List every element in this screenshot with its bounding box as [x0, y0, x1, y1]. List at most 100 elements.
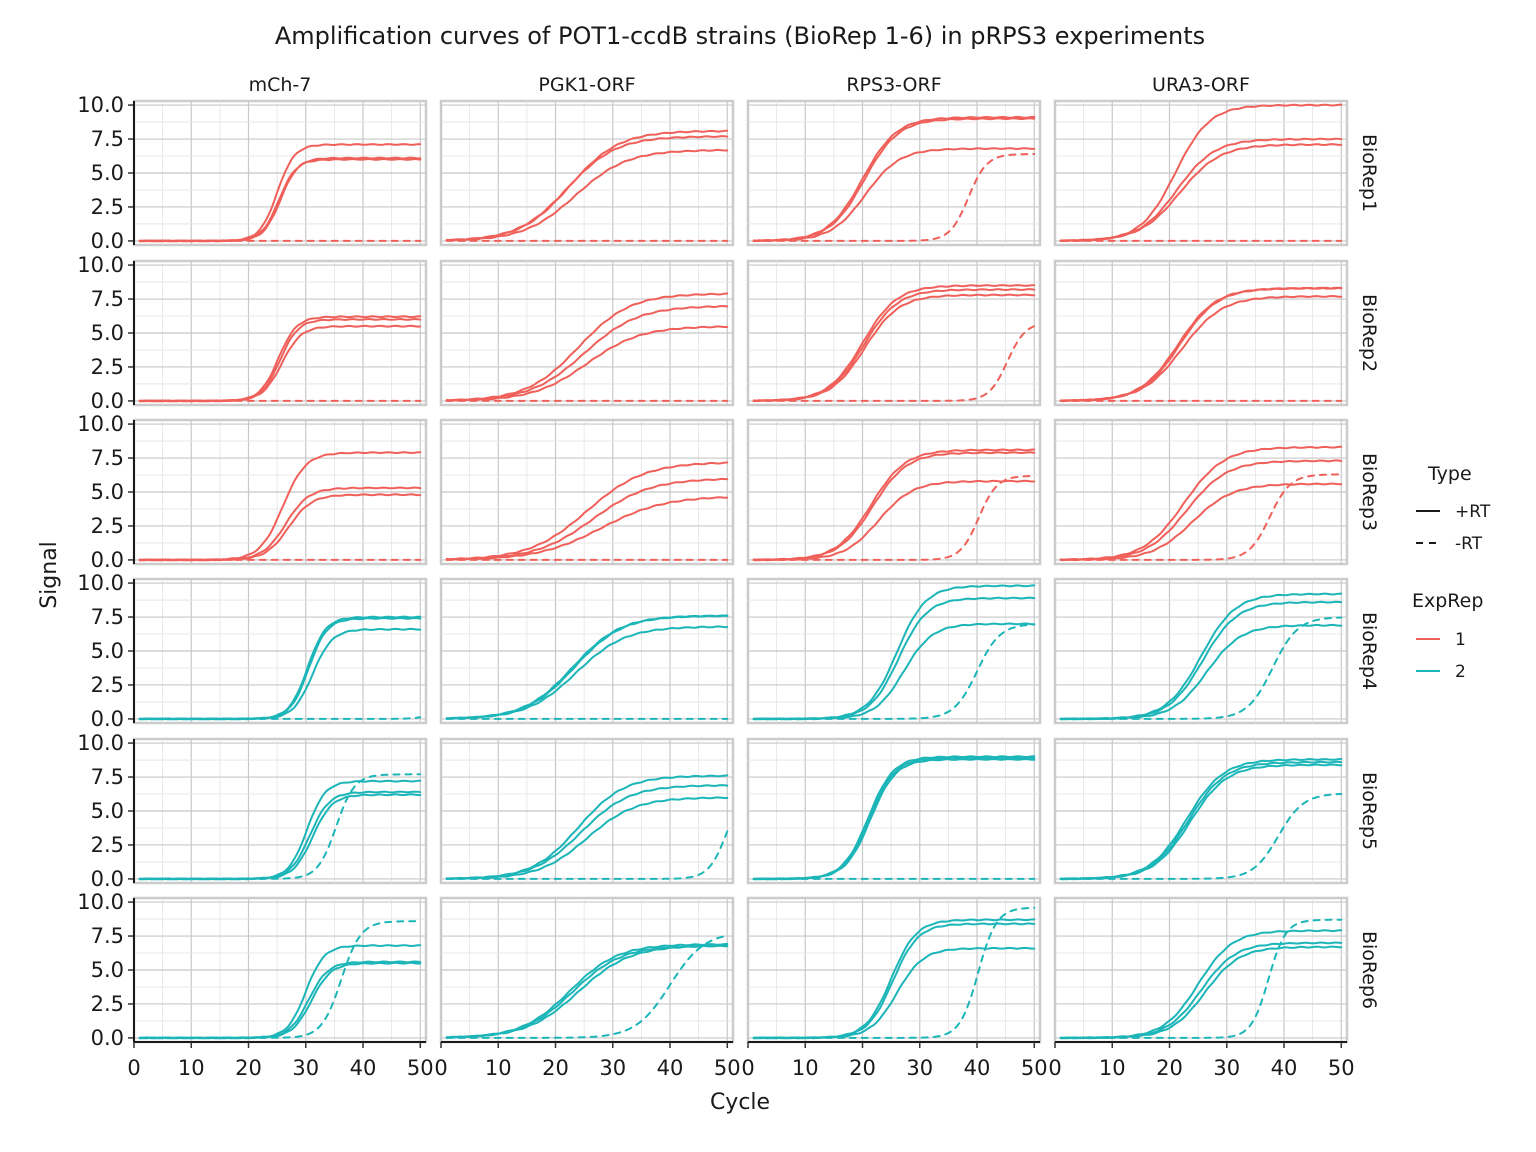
x-tick-label: 40 [964, 1056, 991, 1080]
y-tick-label: 10.0 [77, 890, 124, 914]
y-tick-label: 2.5 [91, 673, 124, 697]
x-tick-label: 30 [1213, 1056, 1240, 1080]
y-tick-label: 5.0 [91, 799, 124, 823]
plus-rt-curve [445, 461, 729, 561]
minus-rt-curve [1059, 616, 1343, 720]
legend-exprep-title: ExpRep [1412, 590, 1483, 612]
column-strip-label: mCh-7 [249, 74, 312, 96]
y-tick-label: 5.0 [91, 321, 124, 345]
column-strip-label: PGK1-ORF [538, 74, 635, 96]
facet-panel [439, 99, 735, 247]
minus-rt-curve [138, 773, 422, 880]
x-tick-label: 0 [127, 1056, 140, 1080]
y-tick-label: 2.5 [91, 195, 124, 219]
y-tick-label: 0.0 [91, 229, 124, 253]
plus-rt-curve [445, 135, 729, 242]
column-strip-label: URA3-ORF [1152, 74, 1250, 96]
facet-panel [746, 99, 1042, 247]
facet-panel [439, 896, 735, 1044]
plus-rt-curve [752, 946, 1036, 1040]
facet-panel [746, 259, 1042, 407]
y-tick-label: 5.0 [91, 958, 124, 982]
row-strip-label: BioRep4 [1358, 612, 1380, 690]
x-tick-label: 40 [350, 1056, 377, 1080]
minus-rt-curve [752, 153, 1036, 242]
plus-rt-curve [445, 496, 729, 561]
plus-rt-curve [138, 156, 422, 243]
facet-panel [439, 259, 735, 407]
minus-rt-curve [445, 830, 729, 880]
x-tick-label: 50 [1328, 1056, 1355, 1080]
plus-rt-curve [752, 293, 1036, 402]
x-tick-label: 30 [906, 1056, 933, 1080]
y-tick-label: 7.5 [91, 127, 124, 151]
legend-type-title: Type [1427, 463, 1472, 485]
plus-rt-curve [1059, 482, 1343, 562]
y-tick-label: 7.5 [91, 924, 124, 948]
facet-panel [746, 896, 1042, 1044]
minus-rt-curve [138, 920, 422, 1039]
y-tick-label: 0.0 [91, 389, 124, 413]
x-tick-label: 30 [292, 1056, 319, 1080]
facet-panel [1053, 418, 1349, 566]
x-tick-label: 50 [714, 1056, 741, 1080]
x-tick-label: 20 [235, 1056, 262, 1080]
facet-panel [132, 259, 428, 407]
facet-panel [132, 99, 428, 247]
y-tick-label: 2.5 [91, 514, 124, 538]
row-strip-label: BioRep3 [1358, 453, 1380, 531]
y-tick-label: 7.5 [91, 287, 124, 311]
plus-rt-curve [1059, 763, 1343, 881]
y-tick-label: 7.5 [91, 765, 124, 789]
plus-rt-curve [138, 493, 422, 562]
y-tick-label: 10.0 [77, 571, 124, 595]
facet-panel [1053, 99, 1349, 247]
plus-rt-curve [1059, 143, 1343, 242]
plus-rt-curve [445, 944, 729, 1039]
y-tick-label: 2.5 [91, 992, 124, 1016]
y-tick-label: 5.0 [91, 480, 124, 504]
plus-rt-curve [752, 147, 1036, 242]
y-tick-label: 10.0 [77, 731, 124, 755]
plus-rt-curve [1059, 295, 1343, 402]
x-tick-label: 50 [1021, 1056, 1048, 1080]
minus-rt-curve [752, 474, 1036, 561]
facet-panel [132, 418, 428, 566]
row-strip-label: BioRep2 [1358, 294, 1380, 372]
legend-exprep-label: 2 [1455, 662, 1466, 682]
x-tick-label: 0 [1048, 1056, 1061, 1080]
y-axis-title: Signal [37, 541, 62, 609]
plus-rt-curve [138, 324, 422, 403]
plus-rt-curve [445, 325, 729, 402]
legend-type-label: +RT [1455, 502, 1491, 522]
plus-rt-curve [445, 796, 729, 880]
y-tick-label: 5.0 [91, 161, 124, 185]
y-tick-label: 7.5 [91, 446, 124, 470]
facet-panel [746, 737, 1042, 885]
chart-title: Amplification curves of POT1-ccdB strain… [275, 22, 1205, 50]
x-tick-label: 20 [1156, 1056, 1183, 1080]
y-tick-label: 10.0 [77, 253, 124, 277]
minus-rt-curve [752, 623, 1036, 720]
x-tick-label: 20 [542, 1056, 569, 1080]
facet-panel [1053, 577, 1349, 725]
plus-rt-curve [138, 961, 422, 1040]
panel-grid [132, 99, 1349, 1044]
plus-rt-curve [445, 625, 729, 720]
facet-panel [746, 577, 1042, 725]
facet-panel [132, 577, 428, 725]
x-tick-label: 40 [657, 1056, 684, 1080]
facet-panel [746, 418, 1042, 566]
minus-rt-curve [1059, 792, 1343, 880]
plus-rt-curve [138, 627, 422, 721]
plus-rt-curve [1059, 445, 1343, 561]
row-strip-label: BioRep1 [1358, 134, 1380, 212]
y-tick-label: 0.0 [91, 1026, 124, 1050]
axes: 0.02.55.07.510.00.02.55.07.510.00.02.55.… [77, 93, 1354, 1080]
facet-panel [439, 418, 735, 566]
facet-panel [1053, 737, 1349, 885]
facet-panel [132, 737, 428, 885]
x-tick-label: 10 [1099, 1056, 1126, 1080]
x-tick-label: 0 [434, 1056, 447, 1080]
